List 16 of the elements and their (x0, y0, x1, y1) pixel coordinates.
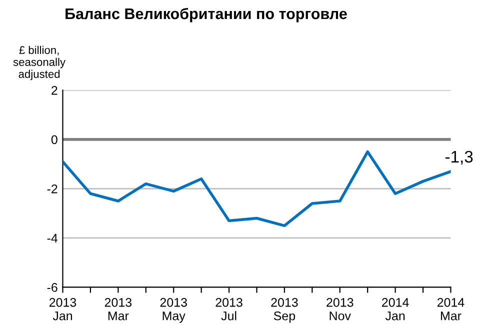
x-tick-label: 2014 Mar (437, 298, 464, 320)
x-tick-label: 2013 Jan (49, 298, 76, 320)
x-tick-label: 2013 Sep (271, 298, 298, 323)
x-tick-label: 2013 May (160, 298, 187, 323)
y-tick-label: -2 (47, 184, 58, 194)
y-tick-label: 0 (51, 135, 58, 144)
data-label: -1,3 (445, 150, 473, 165)
x-tick-label: 2013 Nov (326, 298, 354, 320)
x-tick-label: 2013 Jul (216, 298, 242, 320)
y-tick-label: -4 (47, 234, 58, 243)
y-tick-label: 2 (52, 86, 58, 95)
x-tick-label: 2013 Mar (104, 298, 132, 320)
y-axis-title: £ billion, seasonally adjusted (13, 46, 66, 80)
x-tick-label: 2014 Jan (382, 298, 409, 320)
chart-title: Баланс Великобритании по торговле (66, 8, 347, 22)
y-tick-label: -6 (47, 283, 58, 292)
